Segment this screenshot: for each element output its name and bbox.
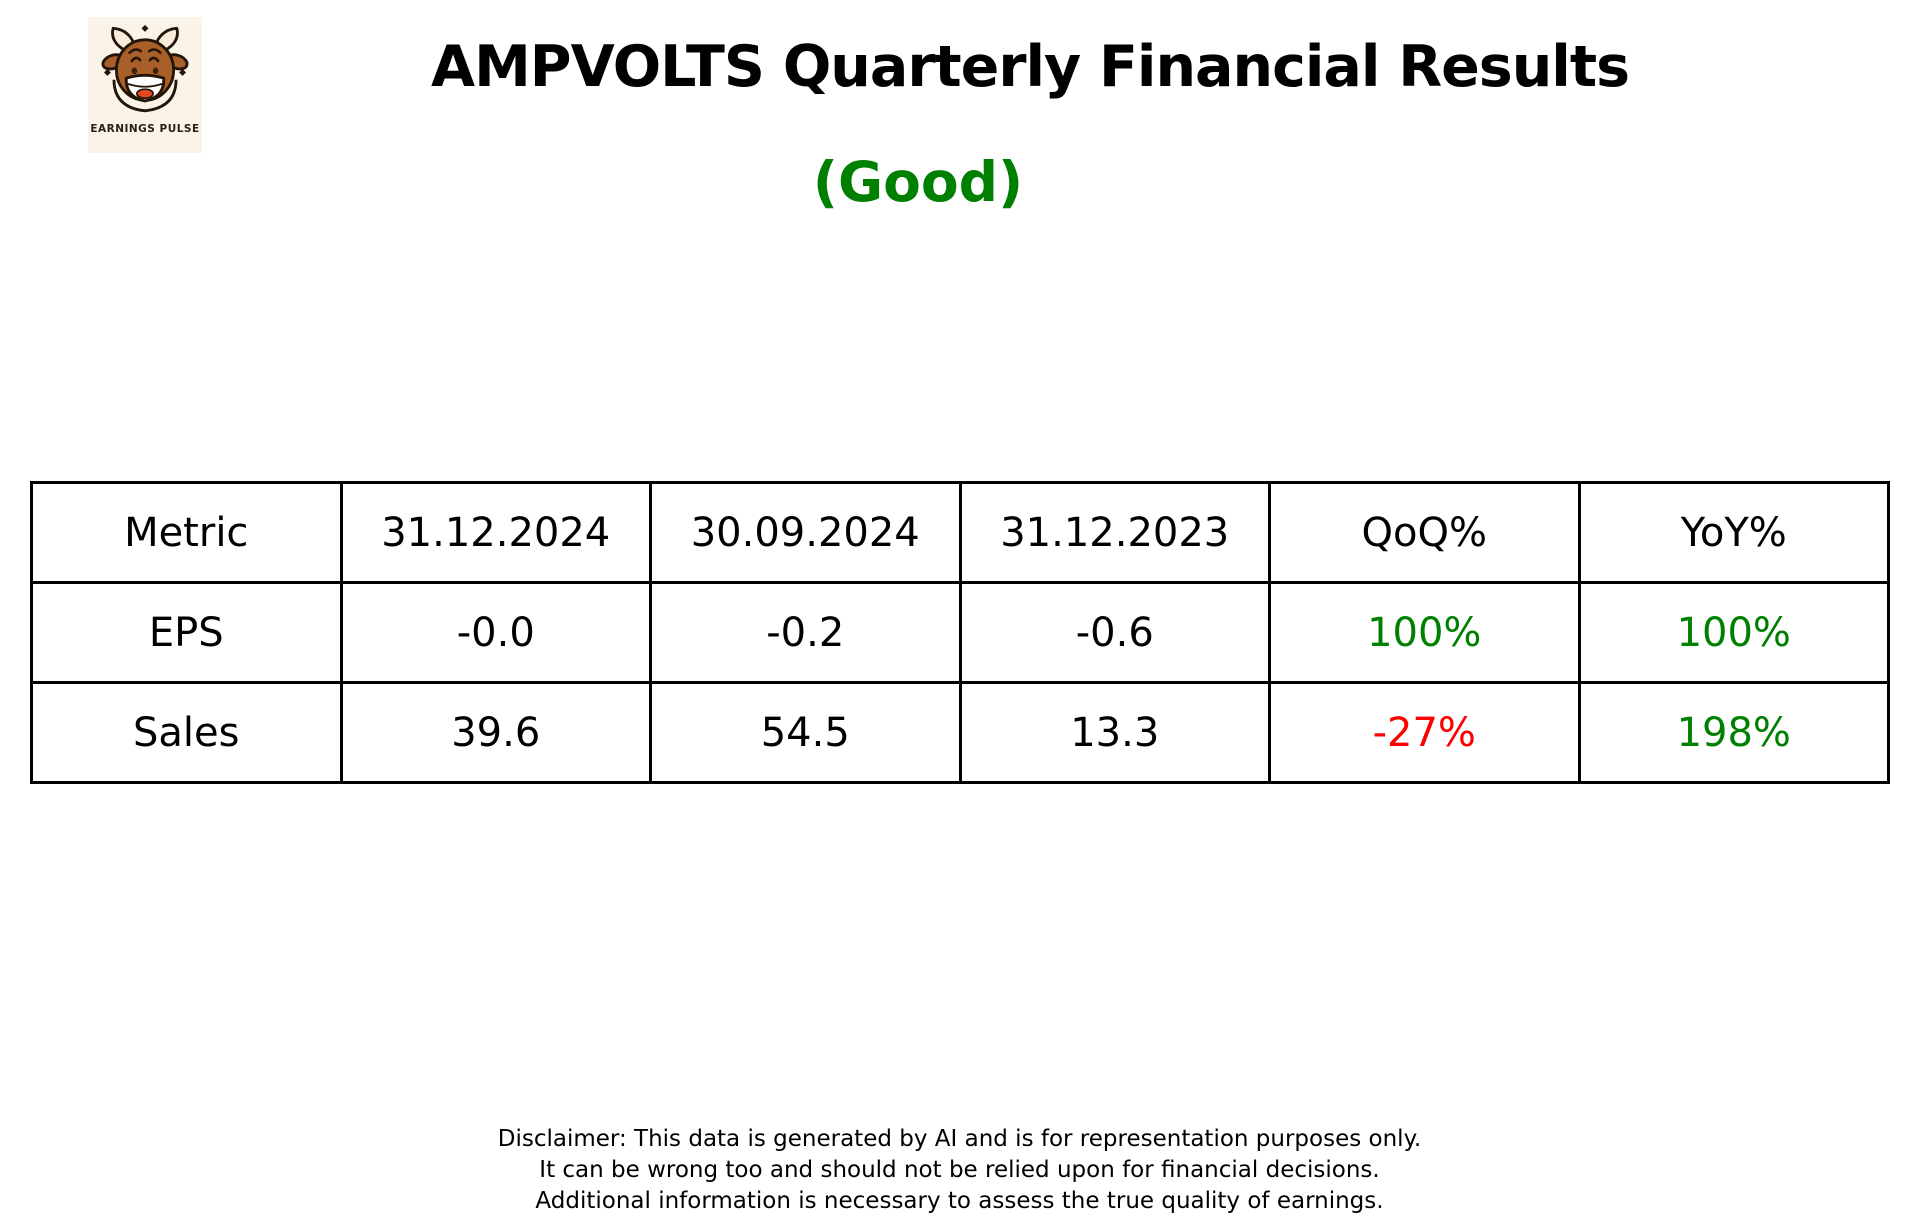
eps-metric-label: EPS bbox=[30, 581, 343, 684]
sales-q-yearago: 13.3 bbox=[958, 681, 1271, 784]
eps-yoy-percent: 100% bbox=[1577, 581, 1890, 684]
table-header-row: Metric 31.12.2024 30.09.2024 31.12.2023 … bbox=[30, 481, 1890, 584]
disclaimer-line-2: It can be wrong too and should not be re… bbox=[539, 1157, 1380, 1183]
col-header-q-yearago: 31.12.2023 bbox=[958, 481, 1271, 584]
page-title: AMPVOLTS Quarterly Financial Results bbox=[430, 34, 1630, 100]
disclaimer-line-3: Additional information is necessary to a… bbox=[535, 1188, 1384, 1214]
sales-q-current: 39.6 bbox=[339, 681, 652, 784]
col-header-qoq: QoQ% bbox=[1268, 481, 1581, 584]
earnings-pulse-logo: EARNINGS PULSE bbox=[88, 17, 202, 153]
col-header-q-current: 31.12.2024 bbox=[339, 481, 652, 584]
sales-q-previous: 54.5 bbox=[649, 681, 962, 784]
eps-qoq-percent: 100% bbox=[1268, 581, 1581, 684]
financial-results-table: Metric 31.12.2024 30.09.2024 31.12.2023 … bbox=[30, 481, 1890, 784]
col-header-yoy: YoY% bbox=[1577, 481, 1890, 584]
sales-qoq-percent: -27% bbox=[1268, 681, 1581, 784]
sales-metric-label: Sales bbox=[30, 681, 343, 784]
disclaimer-line-1: Disclaimer: This data is generated by AI… bbox=[497, 1126, 1422, 1152]
col-header-metric: Metric bbox=[30, 481, 343, 584]
verdict-label: (Good) bbox=[812, 150, 1024, 214]
eps-q-yearago: -0.6 bbox=[958, 581, 1271, 684]
col-header-q-previous: 30.09.2024 bbox=[649, 481, 962, 584]
logo-brand-text: EARNINGS PULSE bbox=[90, 123, 200, 135]
sales-yoy-percent: 198% bbox=[1577, 681, 1890, 784]
disclaimer: Disclaimer: This data is generated by AI… bbox=[0, 1124, 1919, 1217]
table-row-sales: Sales 39.6 54.5 13.3 -27% 198% bbox=[30, 681, 1890, 784]
table-row-eps: EPS -0.0 -0.2 -0.6 100% 100% bbox=[30, 581, 1890, 684]
eps-q-current: -0.0 bbox=[339, 581, 652, 684]
eps-q-previous: -0.2 bbox=[649, 581, 962, 684]
laughing-bull-icon bbox=[101, 24, 189, 113]
